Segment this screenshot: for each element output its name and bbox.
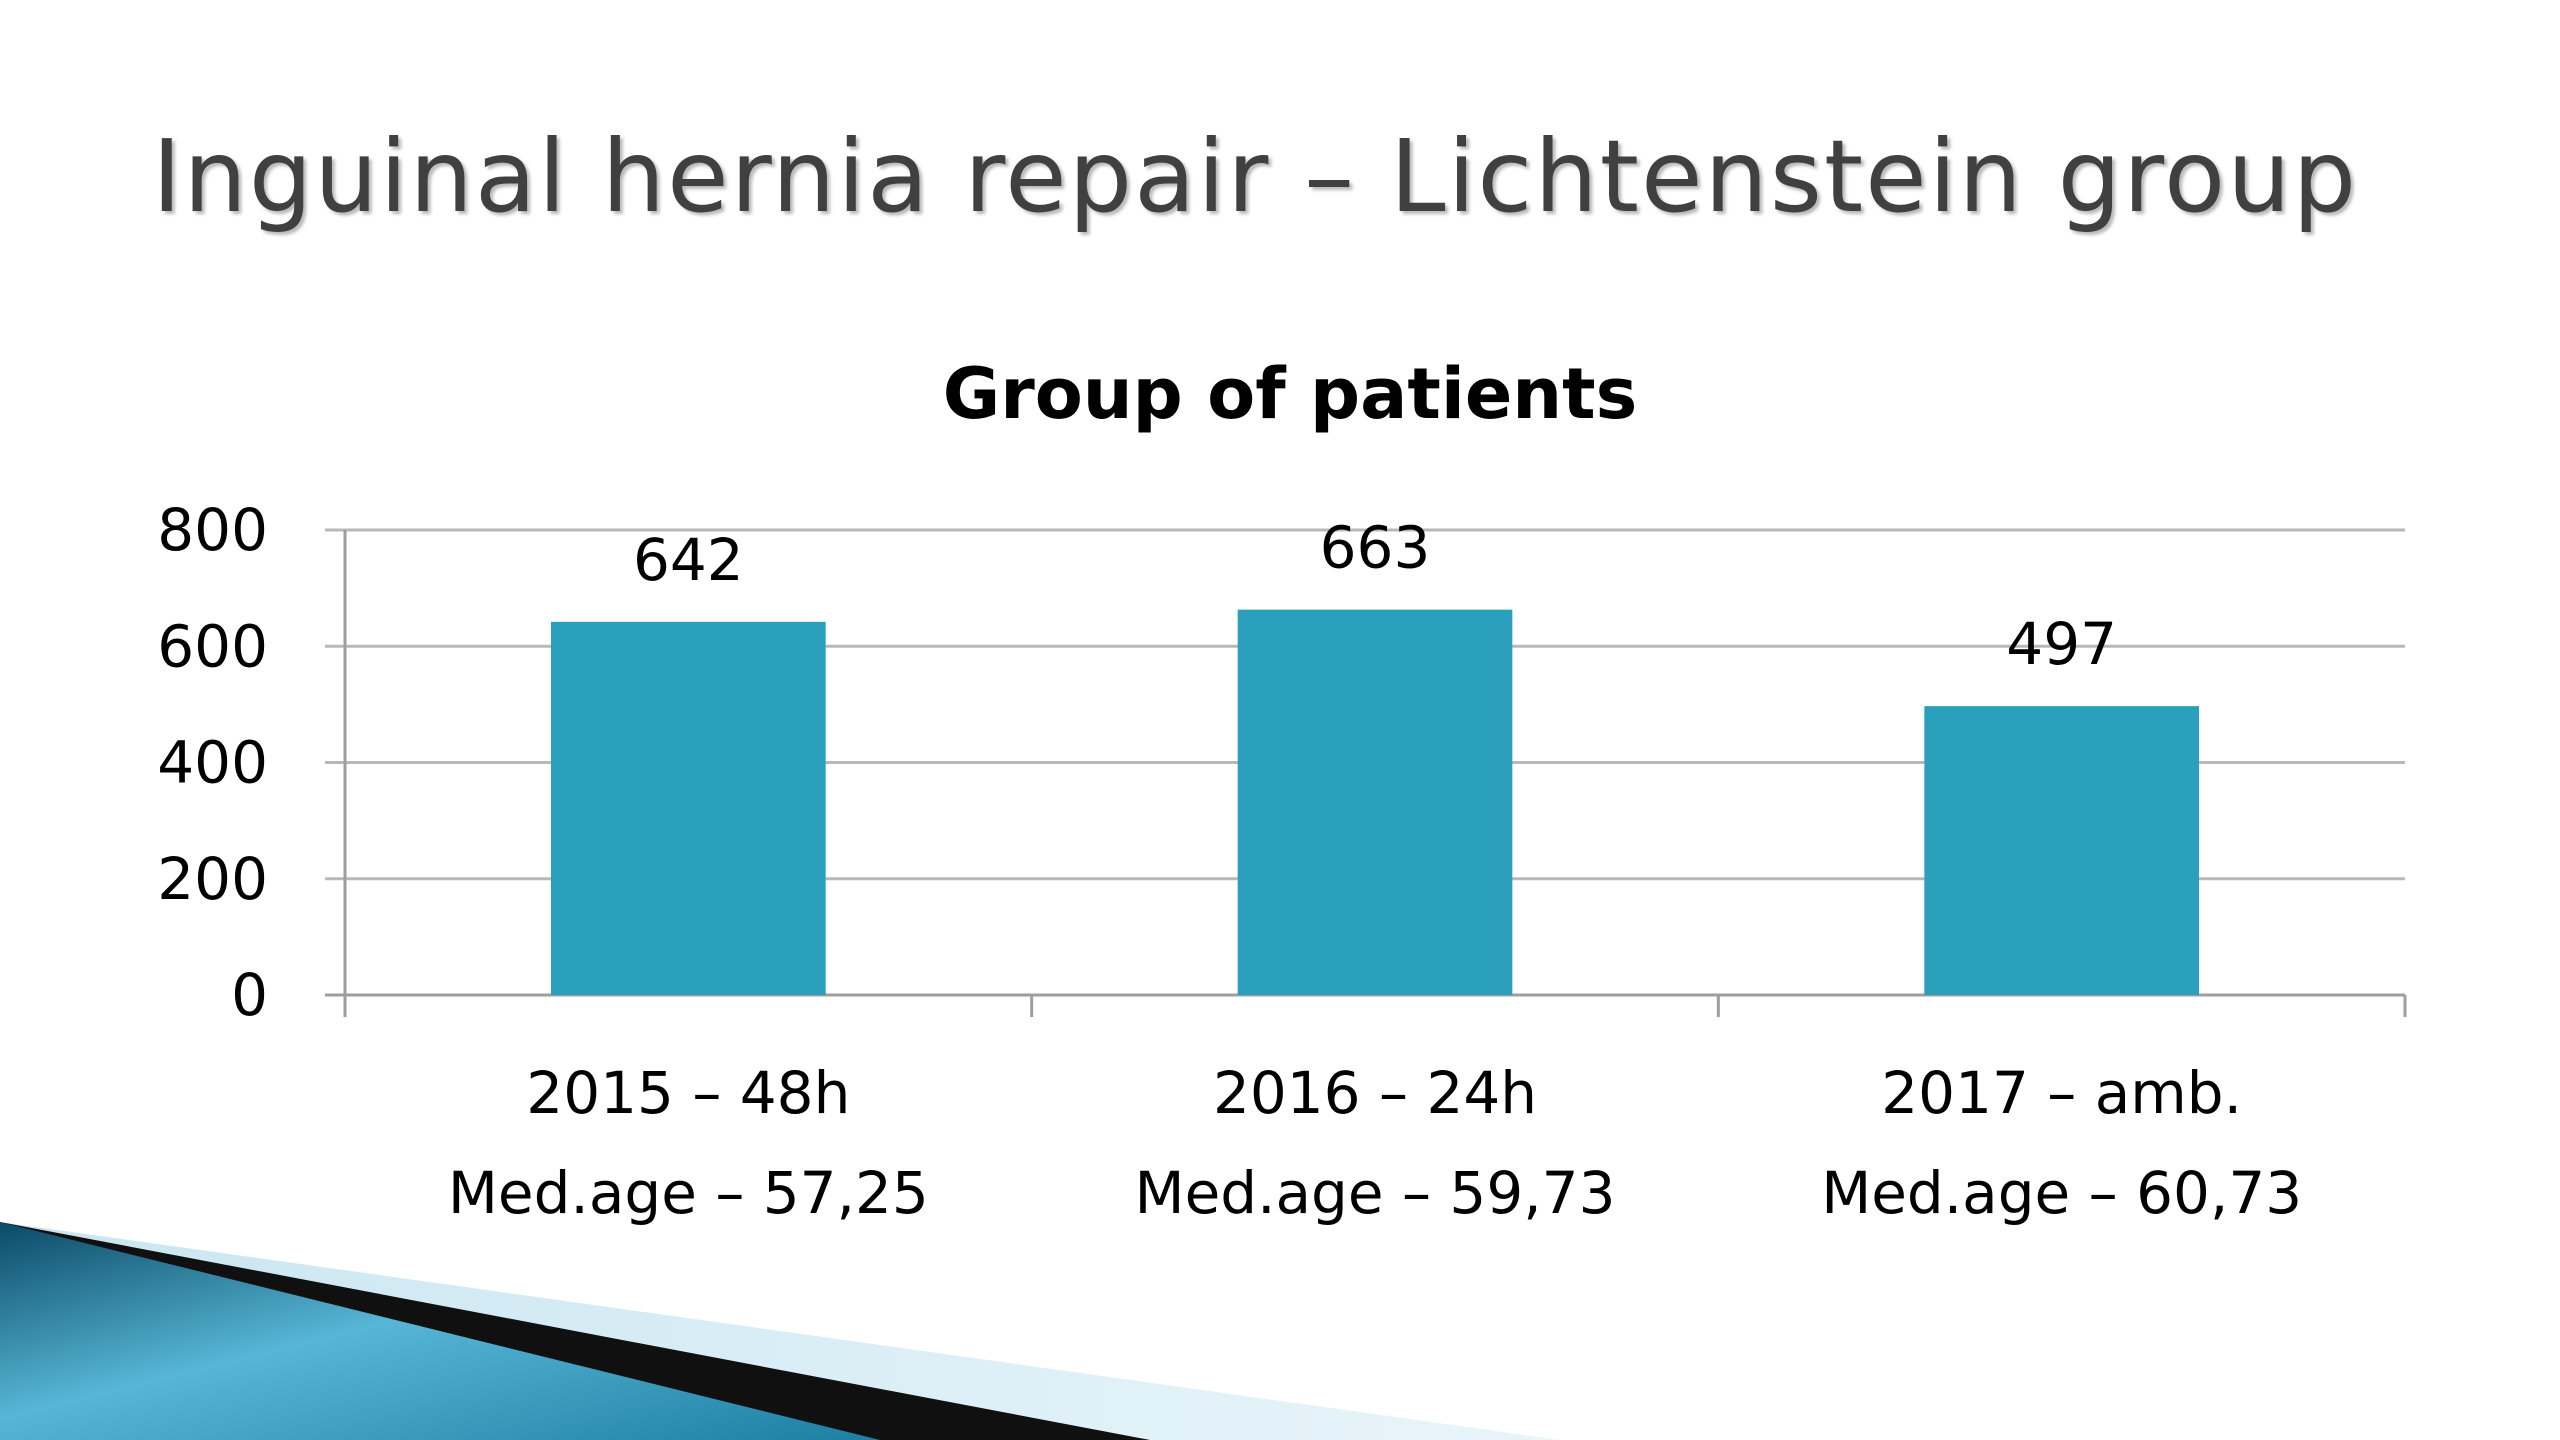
bar [551, 621, 826, 995]
bar [1237, 609, 1513, 995]
chart-title: Group of patients [943, 353, 1638, 435]
x-category-label: 2015 – 48h [526, 1059, 850, 1127]
slide-title: Inguinal hernia repair – Lichtenstein gr… [152, 118, 2359, 235]
y-tick-label: 800 [157, 496, 268, 564]
x-category-label: Med.age – 60,73 [1821, 1159, 2302, 1227]
x-category-label: 2016 – 24h [1213, 1059, 1537, 1127]
y-tick-label: 0 [231, 961, 268, 1029]
data-label: 642 [633, 526, 744, 594]
y-tick-label: 200 [157, 845, 268, 913]
y-tick-label: 600 [157, 612, 268, 680]
x-category-label: 2017 – amb. [1881, 1059, 2242, 1127]
data-label: 497 [2006, 610, 2117, 678]
x-category-label: Med.age – 59,73 [1135, 1159, 1616, 1227]
x-category-label: Med.age – 57,25 [448, 1159, 929, 1227]
data-label: 663 [1320, 514, 1431, 582]
y-tick-label: 400 [157, 729, 268, 797]
bar [1924, 706, 2199, 995]
